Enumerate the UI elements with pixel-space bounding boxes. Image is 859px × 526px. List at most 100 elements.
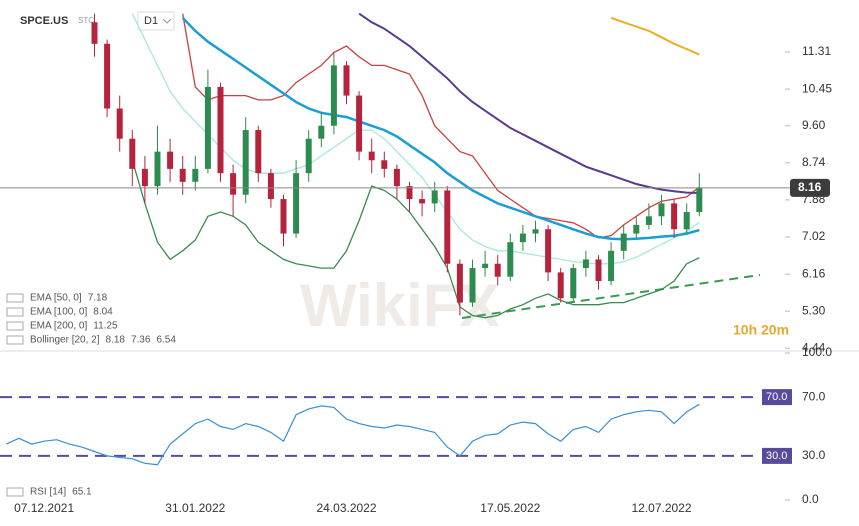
timeframe[interactable]: D1 [144, 15, 158, 27]
bollinger-band [131, 160, 700, 319]
y-tick-label: 6.16 [802, 266, 826, 280]
candle-body [696, 187, 703, 212]
candle-body [230, 173, 237, 195]
candle-body [154, 151, 161, 187]
legend-name: EMA [200, 0] [30, 321, 87, 332]
candle-body [255, 130, 262, 174]
legend-value: 11.25 [93, 321, 118, 332]
candle-body [456, 263, 463, 303]
y-tick-label: 0.0 [802, 492, 819, 506]
x-tick-label: 12.07.2022 [631, 501, 691, 515]
legend-icon [6, 487, 24, 497]
candle-body [393, 168, 400, 187]
candle-body [658, 203, 665, 217]
ema-line [181, 17, 700, 241]
main-panel [91, 12, 703, 319]
legend-name: Bollinger [20, 2] [30, 335, 100, 346]
candle-body [494, 263, 501, 277]
rsi-level-label: 30.0 [766, 450, 787, 462]
candle-body [129, 138, 136, 169]
candle-body [179, 168, 186, 182]
legend-value: 7.18 [88, 293, 108, 304]
bollinger-band [131, 13, 700, 265]
candle-body [482, 263, 489, 269]
x-tick-label: 17.05.2022 [480, 501, 540, 515]
candle-body [368, 151, 375, 161]
legend-name: RSI [14] [30, 487, 66, 498]
candle-body [204, 86, 211, 169]
bollinger-band [182, 13, 700, 239]
legend-value: 7.36 [131, 335, 151, 346]
candle-body [167, 151, 174, 169]
last-price-label: 8.16 [798, 180, 822, 194]
candle-body [532, 229, 539, 234]
candle-body [305, 138, 312, 174]
x-tick-label: 24.03.2022 [316, 501, 376, 515]
legend-icon [6, 335, 24, 345]
candle-body [469, 268, 476, 303]
y-tick-label: 100.0 [802, 345, 832, 359]
candle-body [116, 108, 123, 139]
legend-value: 65.1 [72, 487, 92, 498]
candle-body [570, 268, 577, 299]
rsi-line [6, 403, 700, 466]
y-tick-label: 8.74 [802, 155, 826, 169]
watermark: WikiFX [300, 272, 499, 339]
candle-body [318, 125, 325, 139]
legend-value: 6.54 [156, 335, 176, 346]
y-tick-label: 30.0 [802, 448, 826, 462]
candle-body [645, 216, 652, 225]
candle-body [557, 272, 564, 299]
timeframe-select[interactable] [137, 11, 175, 31]
candle-body [280, 199, 287, 234]
legend-value: 8.18 [106, 335, 126, 346]
last-price-box [790, 178, 830, 197]
candle-body [608, 250, 615, 281]
symbol: SPCE.US [20, 15, 68, 27]
candle-body [419, 199, 426, 204]
candle-body [444, 190, 451, 264]
legend-icon [6, 307, 24, 317]
legend-name: EMA [100, 0] [30, 307, 87, 318]
y-tick-label: 11.31 [802, 44, 831, 58]
candle-body [343, 65, 350, 96]
candle-body [507, 242, 514, 277]
candle-body [671, 203, 678, 230]
candle-body [406, 186, 413, 200]
y-tick-label: 10.45 [802, 81, 832, 95]
candle-body [431, 190, 438, 204]
dropdown-arrow [162, 18, 172, 24]
candle-body [633, 224, 640, 234]
candle-body [519, 233, 526, 243]
rsi-level-box [762, 389, 792, 406]
candle-body [620, 233, 627, 251]
ema-line [358, 12, 700, 194]
legend-value: 8.04 [93, 307, 113, 318]
candle-body [381, 160, 388, 169]
rsi-level-box [762, 447, 792, 464]
candle-body [141, 168, 148, 187]
y-tick-label: 5.30 [802, 303, 826, 317]
candle-body [582, 259, 589, 269]
x-tick-label: 31.01.2022 [165, 501, 225, 515]
candle-body [192, 168, 199, 182]
candle-body [242, 130, 249, 195]
candle-body [545, 229, 552, 273]
candle-body [91, 22, 98, 44]
candle-body [683, 212, 690, 230]
source: STC [78, 16, 94, 25]
y-tick-label: 70.0 [802, 389, 826, 403]
rsi-level-label: 70.0 [766, 391, 787, 403]
y-tick-label: 9.60 [802, 118, 826, 132]
candle-body [293, 173, 300, 234]
ema-line [610, 16, 700, 56]
legend-name: EMA [50, 0] [30, 293, 82, 304]
candle-body [267, 173, 274, 200]
legend-icon [6, 293, 24, 303]
candle-body [595, 259, 602, 281]
x-tick-label: 07.12.2021 [14, 501, 74, 515]
legend-icon [6, 321, 24, 331]
candle-body [104, 43, 111, 109]
candle-body [356, 95, 363, 152]
